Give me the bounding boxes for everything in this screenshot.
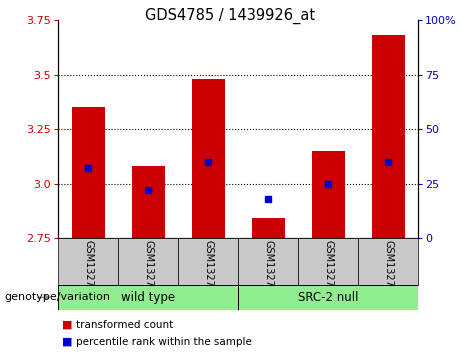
- Text: percentile rank within the sample: percentile rank within the sample: [76, 337, 252, 347]
- Text: GSM1327828: GSM1327828: [143, 240, 153, 306]
- Bar: [372, 35, 404, 238]
- Text: GDS4785 / 1439926_at: GDS4785 / 1439926_at: [145, 8, 316, 24]
- Text: GSM1327827: GSM1327827: [83, 240, 93, 306]
- Text: GSM1327829: GSM1327829: [203, 240, 213, 306]
- Text: GSM1327832: GSM1327832: [383, 240, 393, 306]
- Bar: [58, 238, 118, 285]
- Bar: [358, 238, 418, 285]
- Bar: [238, 285, 418, 310]
- Bar: [312, 151, 344, 238]
- Bar: [191, 79, 225, 238]
- Bar: [298, 238, 358, 285]
- Text: transformed count: transformed count: [76, 320, 173, 330]
- Bar: [238, 238, 298, 285]
- Text: ■: ■: [62, 320, 73, 330]
- Text: SRC-2 null: SRC-2 null: [298, 291, 358, 304]
- Bar: [71, 107, 105, 238]
- Bar: [131, 166, 165, 238]
- Text: wild type: wild type: [121, 291, 175, 304]
- Bar: [252, 219, 284, 238]
- Text: GSM1327830: GSM1327830: [263, 240, 273, 306]
- Bar: [178, 238, 238, 285]
- Bar: [58, 285, 238, 310]
- Bar: [118, 238, 178, 285]
- Text: GSM1327831: GSM1327831: [323, 240, 333, 306]
- Text: ■: ■: [62, 337, 73, 347]
- Text: genotype/variation: genotype/variation: [5, 293, 111, 302]
